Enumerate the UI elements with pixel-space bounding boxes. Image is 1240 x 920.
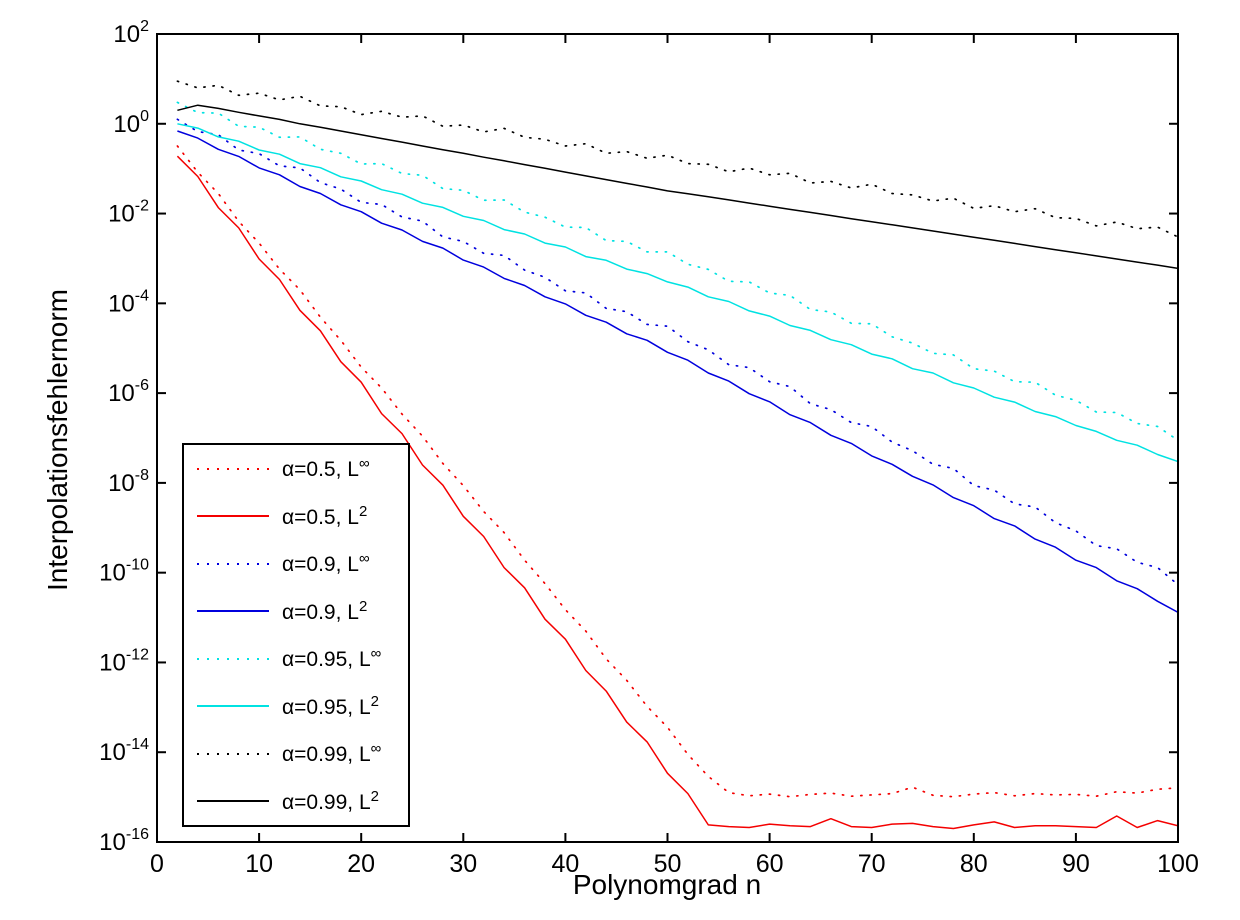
x-tick-label: 70 <box>858 850 886 878</box>
curves-group <box>176 80 1178 830</box>
legend-label: α=0.95, L2 <box>282 692 379 719</box>
legend-entry-alpha-05-l2: α=0.5, L2 <box>184 493 408 539</box>
y-tick-label: 10-2 <box>108 198 149 228</box>
x-axis-label: Polynomgrad n <box>572 869 762 900</box>
x-tick-label: 20 <box>347 850 375 878</box>
x-tick-label: 80 <box>960 850 988 878</box>
x-tick-label: 100 <box>1157 850 1199 878</box>
x-tick-label: 60 <box>756 850 784 878</box>
legend-label: α=0.9, L∞ <box>282 550 370 577</box>
legend-entry-alpha-09-linf: α=0.9, L∞ <box>184 541 408 587</box>
legend-entry-alpha-05-linf: α=0.5, L∞ <box>184 446 408 492</box>
y-tick-label: 10-14 <box>99 736 149 766</box>
curve-alpha-09-l2 <box>177 130 1178 614</box>
y-tick-label: 10-4 <box>108 287 149 317</box>
legend-label: α=0.5, L∞ <box>282 455 370 482</box>
y-tick-label: 10-12 <box>99 646 149 676</box>
legend-line-sample <box>197 752 269 755</box>
curve-alpha-099-linf <box>176 80 1178 238</box>
y-axis-label: Interpolationsfehlernorm <box>42 289 73 591</box>
x-tick-label: 50 <box>654 850 682 878</box>
y-tick-label: 10-6 <box>108 377 149 407</box>
x-tick-label: 30 <box>449 850 477 878</box>
legend-entry-alpha-099-linf: α=0.99, L∞ <box>184 731 408 777</box>
legend-label: α=0.99, L∞ <box>282 740 382 767</box>
x-tick-label: 90 <box>1062 850 1090 878</box>
curve-alpha-095-linf <box>176 101 1178 442</box>
y-tick-label: 10-10 <box>99 557 149 587</box>
y-tick-label: 10-8 <box>108 467 149 497</box>
legend-label: α=0.5, L2 <box>282 502 368 529</box>
curve-alpha-09-linf <box>176 118 1178 586</box>
legend-line-sample <box>197 657 269 660</box>
x-tick-label: 0 <box>150 850 164 878</box>
legend-entry-alpha-095-linf: α=0.95, L∞ <box>184 636 408 682</box>
legend-line-sample <box>197 562 269 565</box>
legend-line-sample <box>197 467 269 470</box>
legend-line-sample <box>197 610 269 613</box>
legend-line-sample <box>197 515 269 518</box>
y-tick-label: 102 <box>113 18 149 48</box>
legend-label: α=0.9, L2 <box>282 597 368 624</box>
legend-entry-alpha-095-l2: α=0.95, L2 <box>184 683 408 729</box>
y-tick-label: 10-16 <box>99 826 149 856</box>
legend-label: α=0.95, L∞ <box>282 645 382 672</box>
x-tick-label: 10 <box>245 850 273 878</box>
curve-alpha-05-l2 <box>176 155 1178 830</box>
legend-line-sample <box>197 705 269 708</box>
y-tick-label: 100 <box>113 108 149 138</box>
legend-label: α=0.99, L2 <box>282 787 379 814</box>
legend-box: α=0.5, L∞ α=0.5, L2 α=0.9, L∞ α=0.9, L2 α=0.… <box>182 443 410 827</box>
legend-line-sample <box>197 800 269 803</box>
curve-alpha-099-l2 <box>177 104 1178 270</box>
legend-entry-alpha-09-l2: α=0.9, L2 <box>184 588 408 634</box>
x-tick-label: 40 <box>551 850 579 878</box>
curve-alpha-095-l2 <box>177 123 1178 463</box>
legend-entry-alpha-099-l2: α=0.99, L2 <box>184 778 408 824</box>
